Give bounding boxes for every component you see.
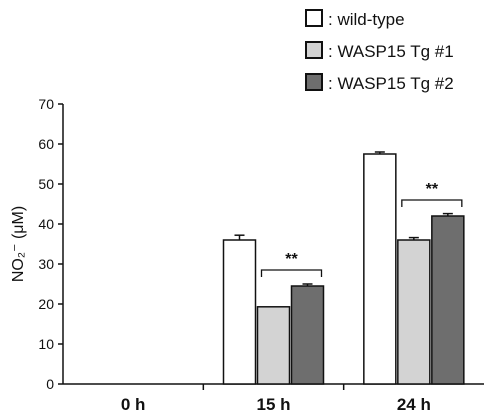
legend-swatch-wild-type xyxy=(305,9,323,27)
y-tick-label: 10 xyxy=(38,336,54,352)
y-tick-label: 40 xyxy=(38,216,54,232)
bar xyxy=(397,239,431,385)
significance-label: ** xyxy=(285,251,298,268)
y-tick-label: 70 xyxy=(38,96,54,112)
y-tick-label: 30 xyxy=(38,256,54,272)
bar xyxy=(256,306,291,385)
bar xyxy=(431,215,465,385)
legend-label-wasp15-tg2: : WASP15 Tg #2 xyxy=(328,74,454,93)
bar xyxy=(290,285,325,385)
significance-bracket xyxy=(260,269,323,277)
y-axis-label: NO₂⁻ (μM) xyxy=(10,206,27,282)
legend-swatch-wasp15-tg1 xyxy=(305,41,323,59)
legend-label-wasp15-tg1: : WASP15 Tg #1 xyxy=(328,42,454,61)
y-tick-label: 20 xyxy=(38,296,54,312)
x-tick-label: 0 h xyxy=(121,395,146,414)
y-tick-label: 50 xyxy=(38,176,54,192)
legend-swatch-wasp15-tg2 xyxy=(305,73,323,91)
legend: : wild-type : WASP15 Tg #1 : WASP15 Tg #… xyxy=(305,9,454,93)
significance-bracket xyxy=(401,199,463,207)
x-tick-label: 24 h xyxy=(397,395,431,414)
y-tick-label: 60 xyxy=(38,136,54,152)
legend-label-wild-type: : wild-type xyxy=(328,10,405,29)
plot-area: 0 10 20 30 40 50 60 70 0 h 15 h 24 h ** ** xyxy=(38,96,484,414)
x-tick-label: 15 h xyxy=(256,395,290,414)
bar xyxy=(222,239,257,385)
bar xyxy=(363,153,397,385)
y-tick-label: 0 xyxy=(46,376,54,392)
significance-label: ** xyxy=(426,181,439,198)
